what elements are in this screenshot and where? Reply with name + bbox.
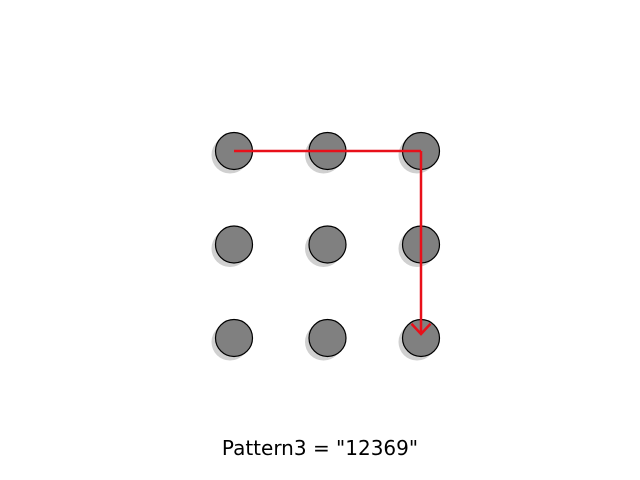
path-arrowhead — [410, 322, 432, 336]
lock-dot-5 — [308, 225, 347, 264]
lock-dot-4 — [214, 225, 254, 264]
lock-dot-7 — [214, 318, 254, 358]
lock-dot-8 — [308, 318, 347, 358]
pattern-path — [234, 149, 432, 336]
pattern-caption: Pattern3 = "12369" — [221, 436, 419, 460]
